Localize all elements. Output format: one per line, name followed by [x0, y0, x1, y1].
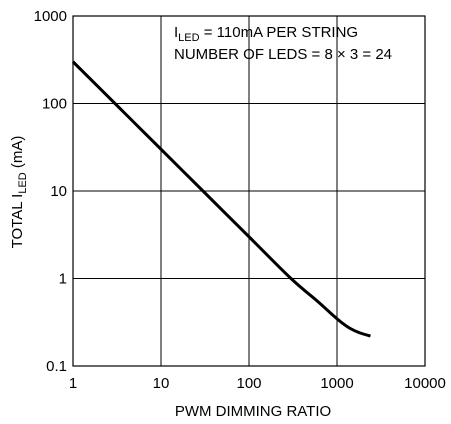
x-tick-label: 1 — [69, 375, 77, 392]
y-axis-label: TOTAL ILED (mA) — [9, 136, 29, 249]
grid — [72, 15, 426, 367]
y-tick-label: 100 — [42, 96, 67, 113]
y-tick-label: 1 — [59, 271, 67, 288]
x-tick-labels: 1 10 100 1000 10000 — [69, 375, 446, 392]
annotation-led-count: NUMBER OF LEDS = 8 × 3 = 24 — [174, 46, 392, 63]
y-tick-label: 1000 — [34, 8, 67, 25]
y-tick-labels: 1000 100 10 1 0.1 — [34, 8, 67, 375]
x-axis-label: PWM DIMMING RATIO — [175, 403, 331, 420]
series-line — [71, 60, 371, 338]
y-tick-label: 10 — [50, 183, 67, 200]
x-tick-label: 10 — [153, 375, 170, 392]
x-tick-label: 100 — [236, 375, 261, 392]
annotation-current: ILED = 110mA PER STRING — [174, 24, 358, 44]
x-tick-label: 10000 — [404, 375, 446, 392]
y-tick-label: 0.1 — [46, 358, 67, 375]
plot-frame — [72, 15, 426, 367]
x-tick-label: 1000 — [320, 375, 353, 392]
